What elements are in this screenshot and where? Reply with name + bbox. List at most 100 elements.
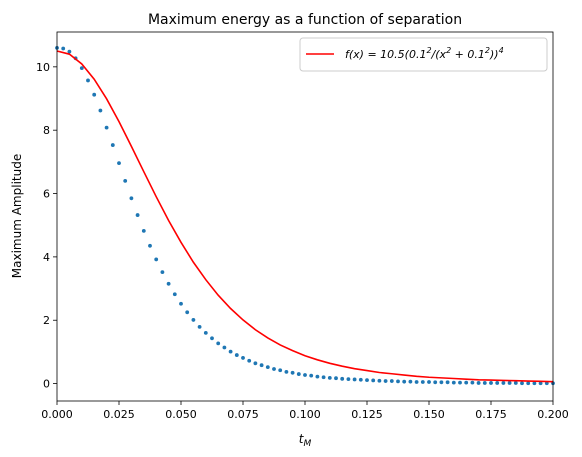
series-0-point	[141, 229, 146, 233]
series-0-point	[222, 345, 227, 350]
series-0-point	[166, 281, 171, 286]
series-0-point	[86, 78, 90, 83]
series-0-point	[408, 379, 413, 384]
series-0-point	[228, 349, 233, 354]
series-0-point	[98, 108, 103, 113]
series-0-point	[216, 341, 221, 346]
series-1-fit-line	[56, 50, 554, 383]
series-0-point	[538, 381, 543, 386]
series-0-point	[241, 356, 245, 360]
series-0-point	[482, 381, 487, 385]
series-0-point	[234, 353, 239, 357]
series-0-point	[358, 377, 363, 382]
x-axis: 0.000 0.025 0.050 0.075 0.100 0.125 0.150 0.175…	[41, 401, 569, 421]
series-0-point	[420, 380, 425, 384]
legend-label: f(x) = 10.5(0.12/(x2 + 0.12))4	[345, 46, 504, 61]
series-0-point	[191, 318, 196, 322]
series-0-point	[451, 380, 456, 385]
series-0-point	[327, 375, 332, 380]
series-0-point	[296, 372, 301, 376]
series-0-point	[470, 380, 475, 385]
y-tick-label: 10	[36, 61, 50, 74]
series-0-point	[371, 378, 376, 383]
legend-box	[299, 37, 548, 72]
legend-label-plus: + 0.1	[451, 48, 485, 61]
y-tick-label: 4	[43, 251, 50, 264]
series-0-point	[383, 379, 388, 383]
series-0-point	[532, 381, 537, 386]
series-0-point	[117, 161, 121, 166]
series-0-point	[129, 196, 134, 201]
series-0-point	[172, 292, 177, 297]
series-0-point	[501, 381, 506, 385]
series-0-point	[513, 381, 518, 385]
y-axis: 0 2 4 6 8 10	[36, 61, 57, 391]
series-0-point	[340, 376, 345, 381]
x-tick-label: 0.000	[41, 408, 73, 421]
legend-label-sup1: 2	[426, 46, 431, 55]
series-0-point	[414, 380, 419, 384]
series-0-point	[396, 379, 400, 384]
legend-label-middle: /(x	[431, 48, 447, 61]
x-tick-label: 0.175	[475, 408, 507, 421]
legend-label-prefix: f(x) = 10.5(0.1	[345, 48, 426, 61]
x-tick-label: 0.025	[103, 408, 135, 421]
y-tick-label: 8	[43, 124, 50, 137]
series-0-point	[439, 380, 444, 385]
series-0-point	[259, 363, 264, 368]
series-0-point	[247, 358, 252, 363]
series-0-point	[389, 379, 394, 383]
series-0-point	[445, 380, 450, 385]
y-axis-label: Maximum Amplitude	[10, 154, 24, 278]
series-0-point	[154, 257, 159, 262]
series-0-point	[67, 49, 72, 54]
series-0-point	[507, 381, 512, 385]
x-tick-label: 0.200	[537, 408, 569, 421]
legend-label-sup4: 4	[499, 46, 504, 55]
x-tick-label: 0.075	[227, 408, 259, 421]
series-0-point	[346, 377, 351, 382]
x-tick-label: 0.150	[413, 408, 445, 421]
series-0-point	[185, 310, 190, 315]
series-0-point	[315, 374, 320, 379]
series-0-point	[309, 373, 314, 378]
series-0-point	[402, 379, 407, 384]
chart-title: Maximum energy as a function of separati…	[148, 12, 462, 28]
series-0-point	[92, 92, 97, 97]
x-tick-label: 0.050	[165, 408, 197, 421]
series-0-point	[427, 380, 431, 384]
series-layer	[55, 45, 555, 386]
series-0-point	[352, 377, 357, 382]
series-0-point	[253, 361, 258, 366]
series-0-point	[148, 243, 152, 248]
series-0-point	[290, 370, 295, 375]
x-axis-label: tM	[299, 432, 312, 449]
series-0-point	[160, 270, 165, 274]
x-axis-label-subscript: M	[303, 439, 311, 449]
series-0-point	[265, 365, 270, 370]
series-0-point	[272, 367, 276, 371]
legend-label-sup3: 2	[485, 46, 490, 55]
series-0-point	[104, 125, 109, 130]
x-tick-label: 0.125	[351, 408, 383, 421]
y-tick-label: 6	[43, 188, 50, 201]
series-0-point	[476, 381, 481, 385]
series-0-point	[284, 369, 289, 374]
legend-label-close: ))	[489, 48, 499, 61]
series-0-point	[179, 301, 183, 306]
series-0-point	[61, 46, 66, 51]
series-0-point	[79, 66, 84, 71]
series-0-point	[334, 376, 338, 381]
series-0-point	[123, 178, 128, 183]
series-0-point	[278, 368, 283, 373]
series-0-point	[203, 331, 208, 335]
series-0-point	[365, 378, 369, 382]
y-tick-label: 0	[43, 378, 50, 391]
x-tick-label: 0.100	[289, 408, 321, 421]
x-axis-label-main: t	[299, 432, 305, 446]
series-0-point	[210, 336, 214, 341]
y-tick-label: 2	[43, 314, 50, 327]
series-0-point	[377, 378, 382, 383]
